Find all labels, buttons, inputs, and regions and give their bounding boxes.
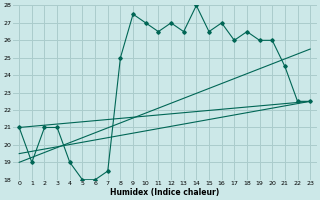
X-axis label: Humidex (Indice chaleur): Humidex (Indice chaleur) bbox=[110, 188, 219, 197]
